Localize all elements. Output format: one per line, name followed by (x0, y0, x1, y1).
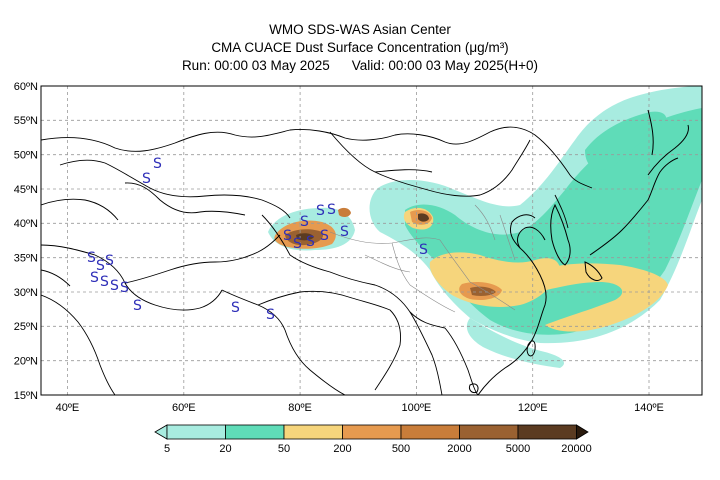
colorbar-tick: 50 (278, 443, 290, 455)
colorbar-segment (517, 424, 577, 440)
lat-label: 50ºN (14, 150, 38, 162)
dust-symbol: S (300, 214, 309, 230)
colorbar-segment (400, 424, 460, 440)
valid-time: Valid: 00:00 03 May 2025(H+0) (351, 58, 539, 73)
colorbar-tick: 200 (333, 443, 351, 455)
product-subtitle: CMA CUACE Dust Surface Concentration (μg… (211, 40, 509, 55)
dust-symbol: S (419, 242, 428, 258)
colorbar-tick: 5000 (506, 443, 530, 455)
lat-label: 35ºN (14, 253, 38, 265)
plume-medium-upper (585, 111, 667, 170)
lat-label: 20ºN (14, 356, 38, 368)
plume-yellow-band (530, 263, 668, 332)
colorbar-segment (225, 424, 285, 440)
dust-core-dark-north (418, 213, 429, 222)
lat-label: 60ºN (14, 81, 38, 93)
lat-label: 45ºN (14, 184, 38, 196)
colorbar-segment (166, 424, 226, 440)
dust-symbol: S (87, 250, 96, 266)
run-time: Run: 00:00 03 May 2025 (181, 58, 330, 73)
colorbar-tick: 500 (392, 443, 410, 455)
lat-label: 25ºN (14, 321, 38, 333)
colorbar-tick: 5 (164, 443, 170, 455)
coastlines (469, 109, 689, 395)
colorbar-segment (283, 424, 343, 440)
latitude-labels: 60ºN 55ºN 50ºN 45ºN 40ºN 35ºN 30ºN 25ºN … (14, 81, 38, 402)
dust-core-turpan (338, 207, 351, 218)
dust-symbol: S (120, 280, 129, 296)
colorbar-max-arrow (576, 424, 589, 440)
dust-symbol: S (100, 274, 109, 290)
dust-symbol: S (293, 236, 302, 252)
dust-symbol: S (105, 253, 114, 269)
dust-concentration-field (268, 86, 702, 368)
dust-symbol: S (153, 156, 162, 172)
dust-symbol: S (283, 228, 292, 244)
dust-symbol: S (110, 278, 119, 294)
lon-label: 40ºE (56, 402, 80, 414)
lon-label: 60ºE (172, 402, 196, 414)
lon-label: 140ºE (634, 402, 664, 414)
plume-light-south-china (466, 318, 565, 368)
dust-symbol: S (316, 203, 325, 219)
dust-symbol: S (266, 307, 275, 323)
colorbar-min-arrow (154, 424, 168, 440)
product-title: WMO SDS-WAS Asian Center (269, 22, 451, 37)
colorbar-tick: 20000 (561, 443, 592, 455)
dust-symbol: S (327, 202, 336, 218)
colorbar: 5 20 50 200 500 2000 5000 20000 (154, 424, 592, 455)
map-frame (40, 85, 703, 396)
dust-symbol: S (133, 298, 142, 314)
lat-label: 40ºN (14, 218, 38, 230)
lon-label: 120ºE (518, 402, 548, 414)
colorbar-tick: 20 (219, 443, 231, 455)
dust-symbol: S (231, 300, 240, 316)
longitude-labels: 40ºE 60ºE 80ºE 100ºE 120ºE 140ºE (56, 402, 664, 414)
province-boundaries (329, 204, 516, 313)
dust-symbol: S (320, 228, 329, 244)
dust-symbol: S (96, 258, 105, 274)
lon-label: 100ºE (402, 402, 432, 414)
lat-label: 15ºN (14, 390, 38, 402)
dust-symbol: S (90, 270, 99, 286)
lat-label: 55ºN (14, 115, 38, 127)
dust-symbol: S (306, 234, 315, 250)
country-boundaries (41, 126, 593, 395)
dust-station-symbols: S S S S S S S S S S S S S S S S S S S S … (87, 156, 428, 323)
lat-label: 30ºN (14, 287, 38, 299)
dust-symbol: S (340, 224, 349, 240)
lon-label: 80ºE (288, 402, 312, 414)
colorbar-segment (459, 424, 519, 440)
colorbar-segment (342, 424, 402, 440)
dust-symbol: S (142, 171, 151, 187)
run-valid-line: Run: 00:00 03 May 2025 Valid: 00:00 03 Ma… (0, 57, 720, 75)
lat-lon-grid (41, 86, 702, 395)
colorbar-tick: 2000 (447, 443, 471, 455)
